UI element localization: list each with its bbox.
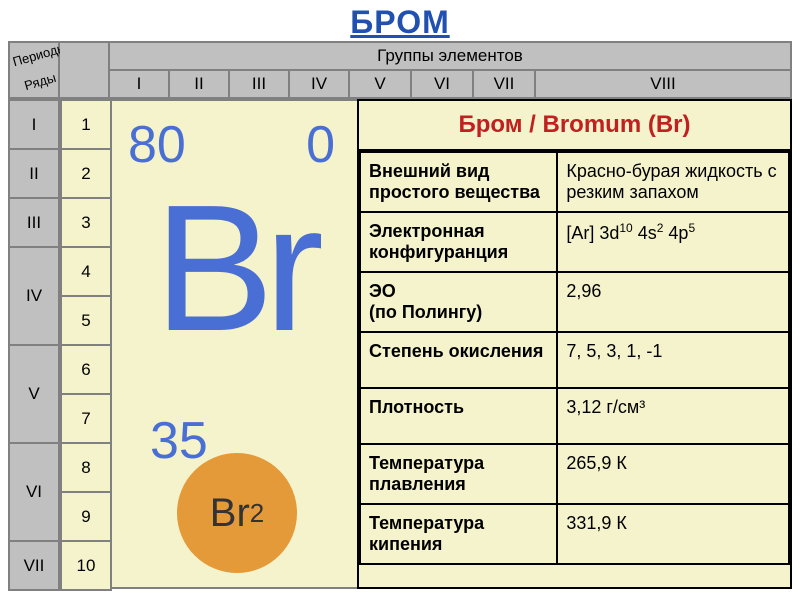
row-cell: 2 [61, 149, 111, 198]
period-cell: I [9, 100, 59, 149]
rows-header-spacer [59, 42, 109, 98]
molecule-sub: 2 [250, 498, 264, 529]
groups-title: Группы элементов [109, 42, 791, 70]
info-table: Внешний вид простого веществаКрасно-бура… [359, 151, 790, 565]
info-value: 331,9 К [557, 504, 789, 564]
info-value: 3,12 г/см³ [557, 388, 789, 444]
group-col: III [229, 70, 289, 98]
row-cell: 3 [61, 198, 111, 247]
charge: 0 [306, 115, 335, 175]
row-cell: 7 [61, 394, 111, 443]
period-cell: VI [9, 443, 59, 541]
group-col: VIII [535, 70, 791, 98]
info-value: [Ar] 3d10 4s2 4p5 [557, 212, 789, 272]
info-value: 265,9 К [557, 444, 789, 504]
periods-header: Периоды Ряды [9, 42, 59, 98]
info-card: Бром / Bromum (Br) Внешний вид простого … [357, 99, 792, 589]
element-symbol: Br [154, 179, 314, 359]
group-col: I [109, 70, 169, 98]
group-col: V [349, 70, 411, 98]
row-cell: 1 [61, 100, 111, 149]
row-cell: 8 [61, 443, 111, 492]
group-col: VI [411, 70, 473, 98]
header-table: Периоды Ряды Группы элементов I II III I… [8, 41, 792, 99]
group-col: IV [289, 70, 349, 98]
row-cell: 9 [61, 492, 111, 541]
period-cell: VII [9, 541, 59, 590]
info-title: Бром / Bromum (Br) [359, 101, 790, 151]
info-label: ЭО (по Полингу) [360, 272, 557, 332]
period-cell: III [9, 198, 59, 247]
info-label: Внешний вид простого вещества [360, 152, 557, 212]
mass-number: 80 [128, 115, 186, 175]
info-label: Температура плавления [360, 444, 557, 504]
period-column: I II III IV V VI VII [8, 99, 60, 591]
row-number-column: 1 2 3 4 5 6 7 8 9 10 [60, 99, 112, 591]
period-cell: II [9, 149, 59, 198]
info-row: ЭО (по Полингу)2,96 [360, 272, 789, 332]
group-col: VII [473, 70, 535, 98]
atomic-number: 35 [150, 411, 208, 471]
info-label: Температура кипения [360, 504, 557, 564]
info-value: Красно-бурая жидкость с резким запахом [557, 152, 789, 212]
row-cell: 4 [61, 247, 111, 296]
period-cell: V [9, 345, 59, 443]
info-value: 7, 5, 3, 1, -1 [557, 332, 789, 388]
info-row: Степень окисления7, 5, 3, 1, -1 [360, 332, 789, 388]
info-row: Температура кипения331,9 К [360, 504, 789, 564]
period-cell: IV [9, 247, 59, 345]
info-label: Электронная конфигуранция [360, 212, 557, 272]
info-label: Плотность [360, 388, 557, 444]
group-col: II [169, 70, 229, 98]
rows-label: Ряды [22, 70, 57, 93]
element-card: 80 0 Br 35 Br2 [112, 99, 357, 589]
row-cell: 10 [61, 541, 111, 590]
info-row: Плотность3,12 г/см³ [360, 388, 789, 444]
info-row: Электронная конфигуранция[Ar] 3d10 4s2 4… [360, 212, 789, 272]
left-columns: I II III IV V VI VII 1 2 3 4 5 6 7 8 9 1… [8, 99, 112, 591]
info-label: Степень окисления [360, 332, 557, 388]
groups-row: I II III IV V VI VII VIII [9, 70, 791, 98]
info-value: 2,96 [557, 272, 789, 332]
row-cell: 6 [61, 345, 111, 394]
info-row: Температура плавления265,9 К [360, 444, 789, 504]
molecule-circle: Br2 [177, 453, 297, 573]
molecule-label: Br [210, 491, 250, 536]
info-row: Внешний вид простого веществаКрасно-бура… [360, 152, 789, 212]
page-title: БРОМ [8, 4, 792, 41]
row-cell: 5 [61, 296, 111, 345]
